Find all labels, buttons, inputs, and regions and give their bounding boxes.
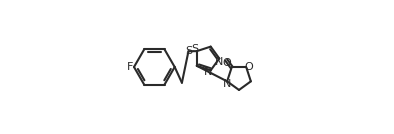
Text: N: N (204, 67, 212, 77)
Text: O: O (222, 58, 230, 68)
Text: F: F (127, 62, 134, 72)
Text: N: N (223, 79, 231, 89)
Text: S: S (191, 44, 198, 54)
Text: O: O (245, 62, 254, 72)
Text: N: N (215, 57, 223, 67)
Text: S: S (185, 46, 192, 56)
